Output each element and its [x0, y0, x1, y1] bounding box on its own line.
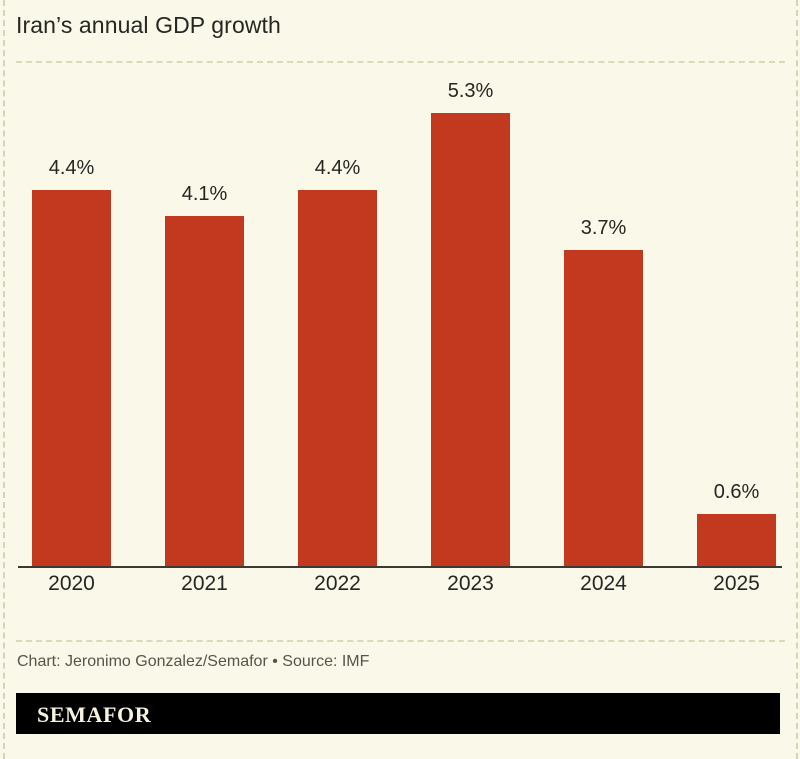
x-axis-line	[18, 566, 782, 568]
bar-value-label: 5.3%	[447, 80, 494, 102]
bar-value-label: 0.6%	[713, 481, 760, 503]
bar-value-label: 4.4%	[314, 157, 361, 179]
header-divider	[16, 61, 785, 63]
chart-credit: Chart: Jeronimo Gonzalez/Semafor • Sourc…	[17, 653, 370, 670]
right-dashed-edge	[796, 0, 798, 759]
page-title: Iran’s annual GDP growth	[16, 12, 281, 38]
bar-rect[interactable]	[564, 250, 643, 566]
bar-rect[interactable]	[697, 514, 776, 566]
bar-rect[interactable]	[32, 190, 111, 566]
bar-rect[interactable]	[298, 190, 377, 566]
bar-group: 4.4% 4.1% 4.4% 5.3% 3.7% 0.6%	[18, 62, 782, 566]
bar-value-label: 4.4%	[48, 157, 95, 179]
footer-divider	[16, 640, 785, 642]
x-tick-label-2025: 2025	[713, 572, 760, 595]
bar-column-2023: 5.3%	[417, 62, 545, 566]
semafor-logo-bar: SEMAFOR	[16, 693, 780, 734]
x-tick-label-2024: 2024	[580, 572, 627, 595]
x-tick-label-2022: 2022	[314, 572, 361, 595]
bar-column-2020: 4.4%	[18, 62, 146, 566]
bar-value-label: 4.1%	[181, 183, 228, 205]
bar-column-2022: 4.4%	[284, 62, 412, 566]
x-axis-labels: 2020 2021 2022 2023 2024 2025	[18, 572, 782, 612]
x-tick-label-2020: 2020	[48, 572, 95, 595]
bar-column-2021: 4.1%	[151, 62, 279, 566]
x-tick-label-2023: 2023	[447, 572, 494, 595]
semafor-wordmark: SEMAFOR	[37, 702, 152, 727]
bar-rect[interactable]	[431, 113, 510, 566]
bar-column-2025: 0.6%	[683, 62, 800, 566]
x-tick-label-2021: 2021	[181, 572, 228, 595]
left-dashed-edge	[3, 0, 5, 759]
bar-value-label: 3.7%	[580, 217, 627, 239]
bar-rect[interactable]	[165, 216, 244, 566]
bar-column-2024: 3.7%	[550, 62, 678, 566]
plot-area: 4.4% 4.1% 4.4% 5.3% 3.7% 0.6%	[0, 62, 800, 595]
